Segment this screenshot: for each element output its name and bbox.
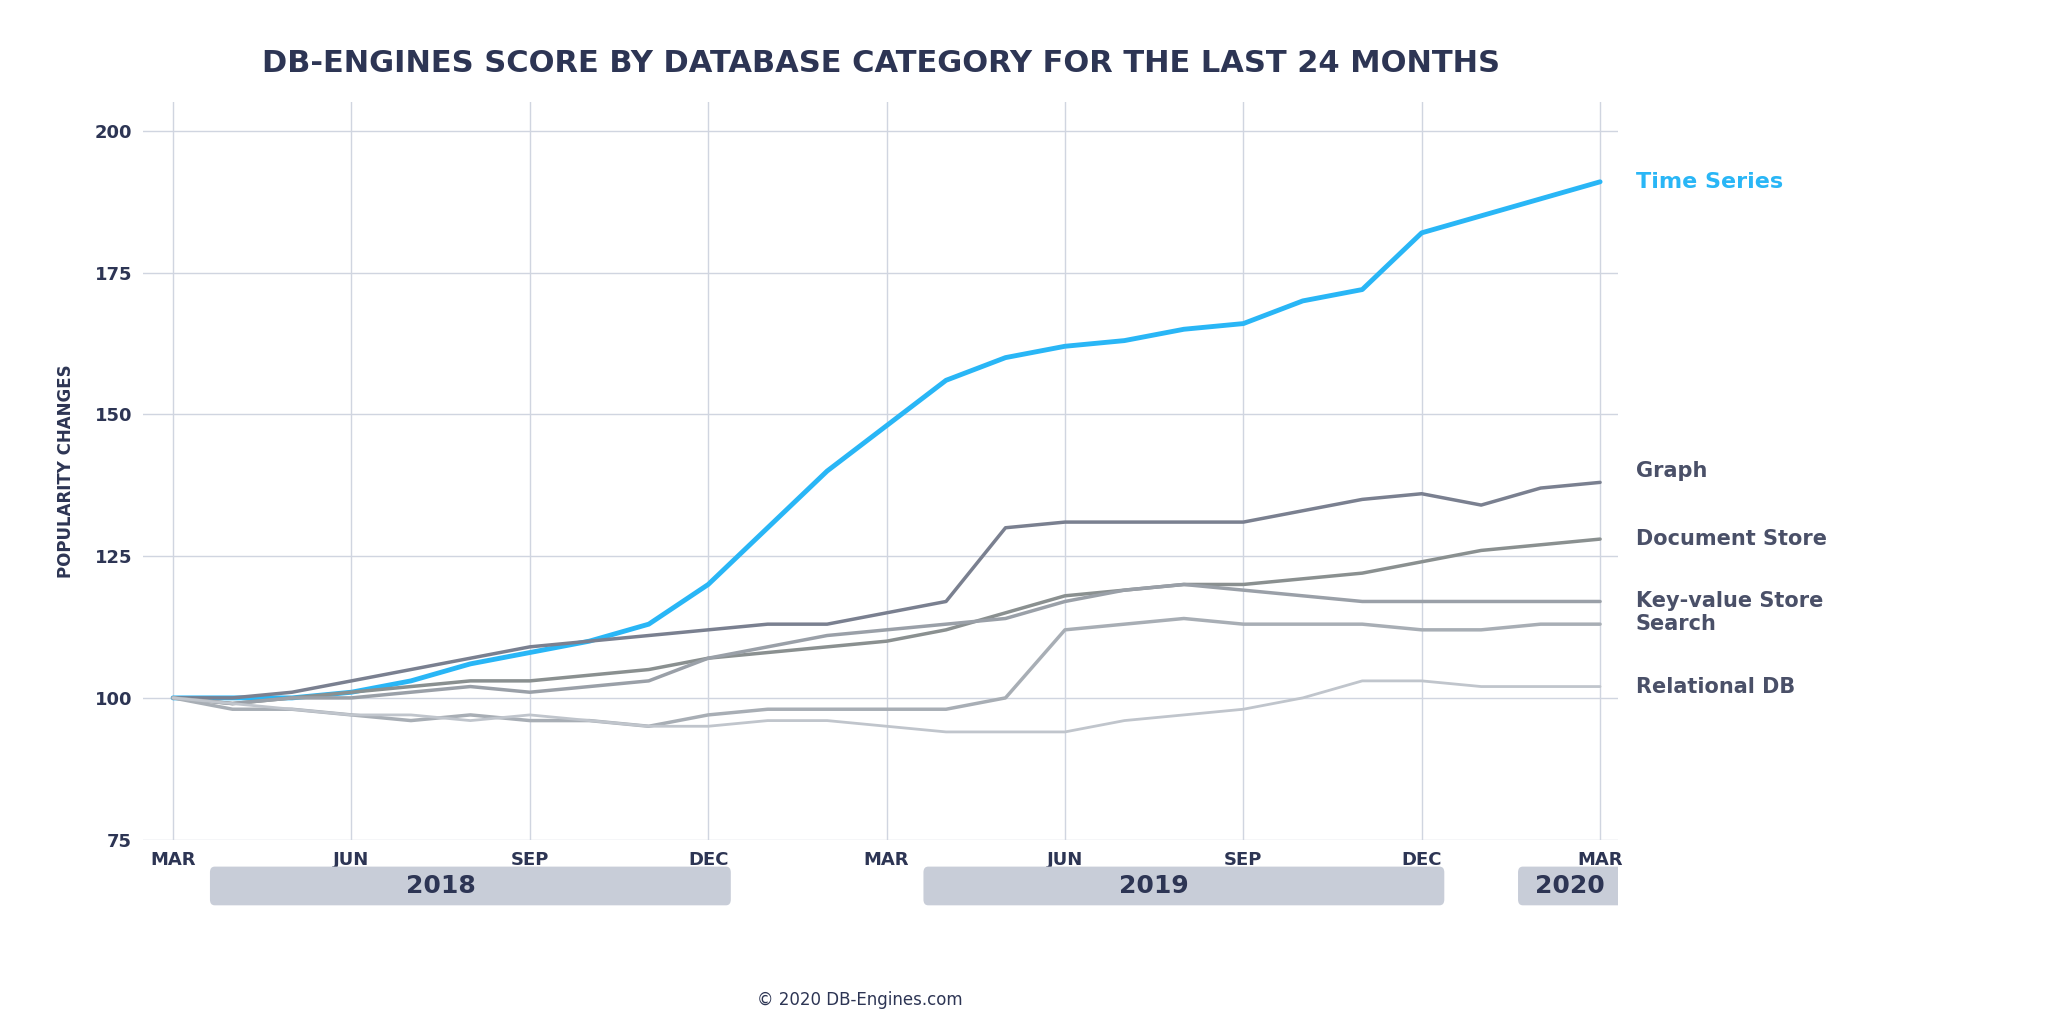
Title: DB-ENGINES SCORE BY DATABASE CATEGORY FOR THE LAST 24 MONTHS: DB-ENGINES SCORE BY DATABASE CATEGORY FO… [262, 49, 1499, 78]
Text: Document Store: Document Store [1636, 529, 1827, 549]
FancyBboxPatch shape [211, 866, 731, 905]
Y-axis label: POPULARITY CHANGES: POPULARITY CHANGES [57, 365, 76, 578]
Text: Time Series: Time Series [1636, 172, 1784, 191]
FancyBboxPatch shape [1518, 866, 1634, 905]
Text: Search: Search [1636, 614, 1716, 634]
Text: 2018: 2018 [406, 873, 475, 898]
Text: Graph: Graph [1636, 461, 1708, 481]
Text: © 2020 DB-Engines.com: © 2020 DB-Engines.com [758, 990, 963, 1009]
Text: Relational DB: Relational DB [1636, 677, 1794, 696]
Text: Key-value Store: Key-value Store [1636, 592, 1823, 611]
Text: 2020: 2020 [1536, 873, 1606, 898]
FancyBboxPatch shape [924, 866, 1444, 905]
Text: 2019: 2019 [1120, 873, 1190, 898]
